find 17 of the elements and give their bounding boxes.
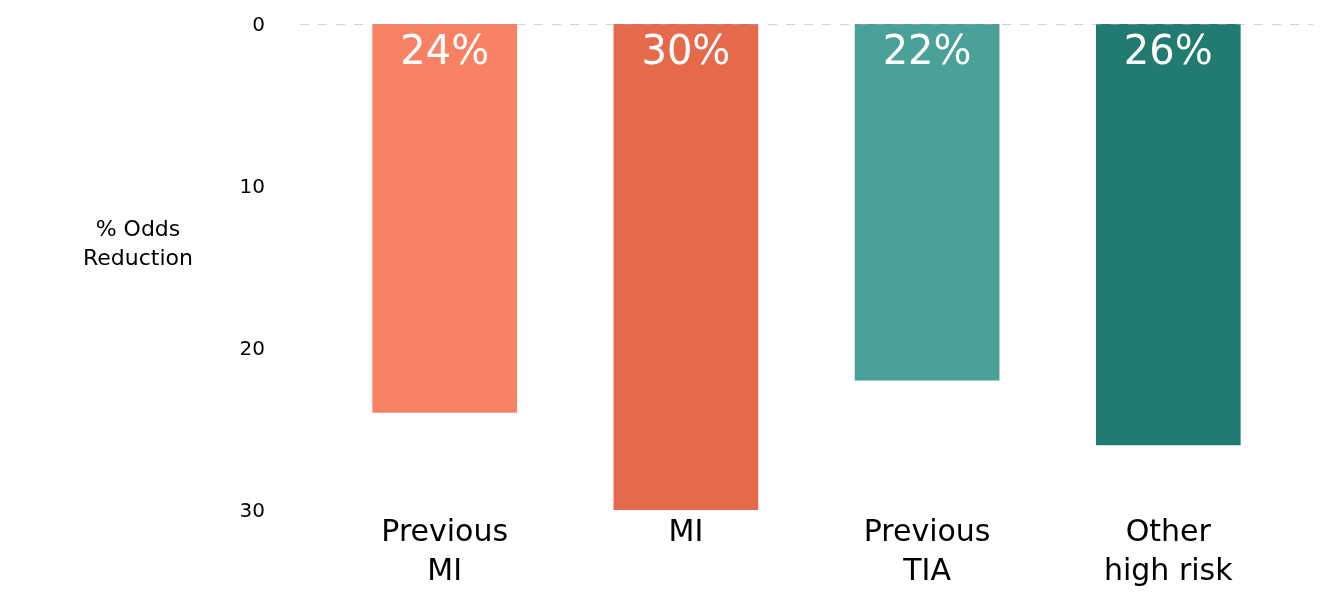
data-label: 24% [400, 27, 490, 73]
y-tick-label: 10 [239, 174, 265, 198]
bar [372, 24, 518, 413]
x-tick-label: Previous MI [381, 513, 509, 587]
y-axis-title: % Odds Reduction [83, 216, 193, 270]
data-label: 30% [641, 27, 731, 73]
data-label: 22% [882, 27, 972, 73]
bar [854, 24, 1000, 381]
x-tick-label: Other high risk [1103, 513, 1234, 587]
bar [613, 24, 759, 510]
y-tick-label: 0 [252, 12, 265, 36]
x-tick-label: MI [668, 513, 704, 548]
y-tick-label: 30 [239, 498, 265, 522]
y-tick-label: 20 [239, 336, 265, 360]
x-tick-label: Previous TIA [863, 513, 991, 587]
data-label: 26% [1123, 27, 1213, 73]
bar [1095, 24, 1241, 446]
